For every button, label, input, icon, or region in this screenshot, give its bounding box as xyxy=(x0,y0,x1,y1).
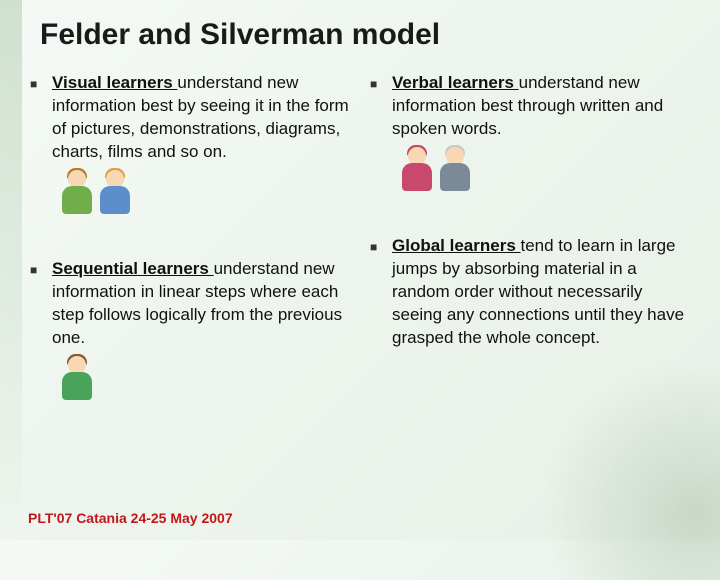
illustration-verbal xyxy=(400,147,690,195)
item-text: Sequential learners understand new infor… xyxy=(52,258,350,350)
illustration-visual xyxy=(60,170,350,218)
page-title: Felder and Silverman model xyxy=(0,0,720,62)
item-text: Global learners tend to learn in large j… xyxy=(392,235,690,350)
right-column: ■ Verbal learners understand new informa… xyxy=(370,72,690,510)
bullet-icon: ■ xyxy=(370,72,380,141)
bullet-icon: ■ xyxy=(30,72,40,164)
item-text: Verbal learners understand new informati… xyxy=(392,72,690,141)
illustration-sequential xyxy=(60,356,350,404)
left-column: ■ Visual learners understand new informa… xyxy=(30,72,350,510)
content-area: ■ Visual learners understand new informa… xyxy=(0,62,720,510)
bullet-icon: ■ xyxy=(30,258,40,350)
footer-text: PLT'07 Catania 24-25 May 2007 xyxy=(0,510,720,540)
item-text: Visual learners understand new informati… xyxy=(52,72,350,164)
bullet-icon: ■ xyxy=(370,235,380,350)
item-global: ■ Global learners tend to learn in large… xyxy=(370,235,690,350)
item-verbal: ■ Verbal learners understand new informa… xyxy=(370,72,690,195)
item-visual: ■ Visual learners understand new informa… xyxy=(30,72,350,218)
item-sequential: ■ Sequential learners understand new inf… xyxy=(30,258,350,404)
